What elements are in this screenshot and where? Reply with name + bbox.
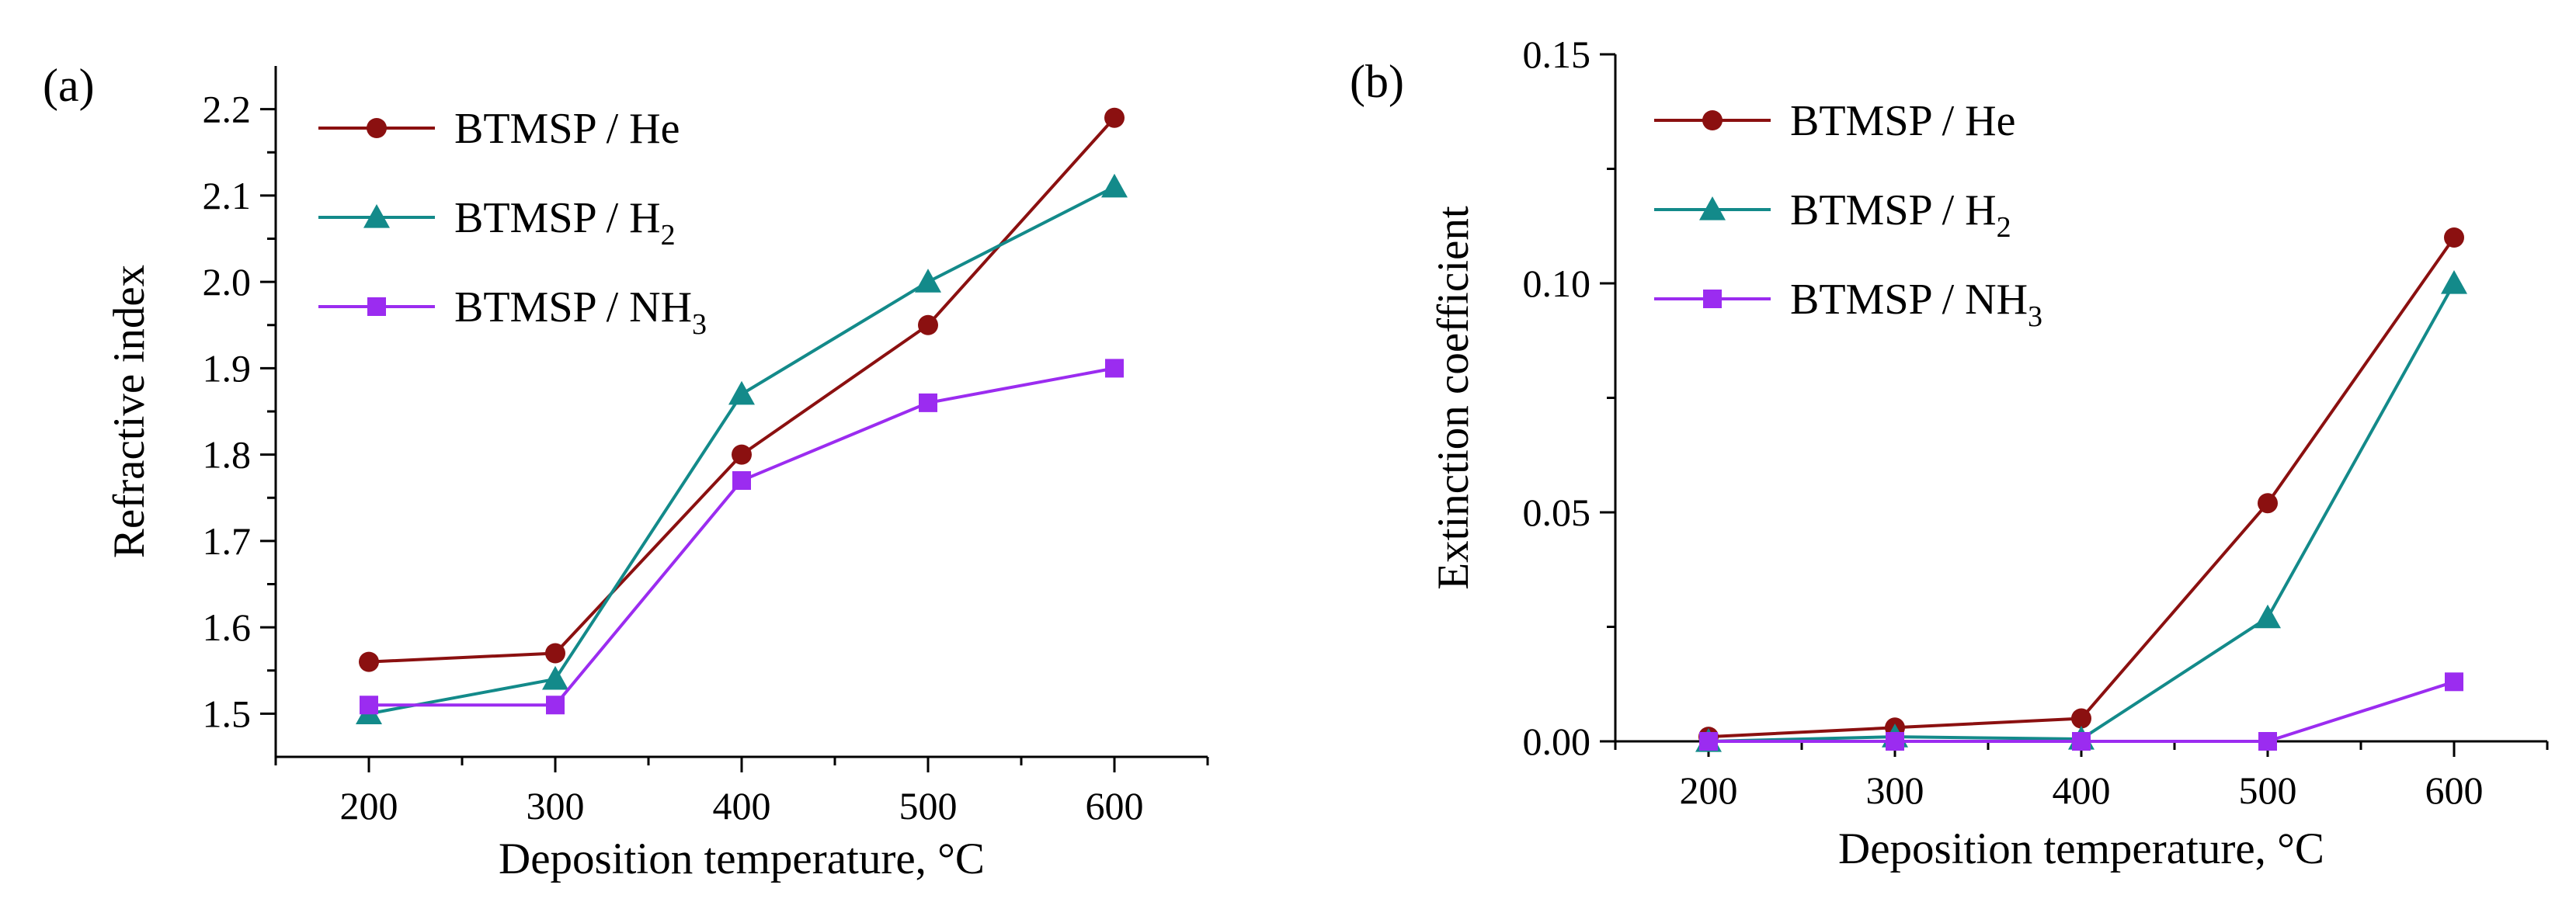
panel-b-extinction-coefficient-chart: 200 300 400 500 600 0.00 0.05 0.10 0.15 Depositio… <box>1350 33 2549 873</box>
y-tick-label: 1.8 <box>203 433 252 477</box>
series-btmsp-h2 <box>1695 270 2467 752</box>
x-axis-label: Deposition temperature, °C <box>499 834 985 883</box>
data-point <box>1101 173 1128 198</box>
data-point <box>732 444 752 465</box>
legend: BTMSP / He BTMSP / H2 BTMSP / NH3 <box>318 105 707 341</box>
legend-label-subscript: 2 <box>661 219 676 252</box>
y-tick-label: 1.9 <box>203 346 252 390</box>
data-point <box>2441 270 2467 294</box>
x-tick-label: 300 <box>1866 769 1924 812</box>
data-point <box>2254 604 2281 629</box>
legend-label-subscript: 2 <box>1997 211 2011 244</box>
legend-item: BTMSP / NH3 <box>1654 276 2042 333</box>
panel-label: (b) <box>1350 56 1404 107</box>
legend-item: BTMSP / H2 <box>318 194 676 252</box>
legend-label-subscript: 3 <box>692 308 707 341</box>
legend-item: BTMSP / H2 <box>1654 186 2011 244</box>
data-point <box>918 314 938 335</box>
series-btmsp-nh3 <box>360 359 1124 715</box>
legend-label: BTMSP / H2 <box>454 194 676 252</box>
series-line <box>369 366 1115 707</box>
x-tick-label: 300 <box>527 784 585 828</box>
legend-label: BTMSP / NH3 <box>454 283 707 341</box>
data-point <box>542 665 568 690</box>
y-tick-label: 0.10 <box>1523 262 1591 305</box>
data-point <box>2071 708 2091 729</box>
data-point <box>1105 359 1124 378</box>
x-axis-label: Deposition temperature, °C <box>1838 824 2324 873</box>
data-point <box>359 651 379 672</box>
x-tick-label: 400 <box>713 784 771 828</box>
data-point <box>2444 227 2464 248</box>
data-point <box>732 471 751 490</box>
legend-item: BTMSP / He <box>1654 97 2015 145</box>
legend: BTMSP / He BTMSP / H2 BTMSP / NH3 <box>1654 97 2042 333</box>
series-btmsp-nh3 <box>1699 672 2463 751</box>
y-axis-label: Refractive index <box>105 265 154 558</box>
x-tick-label: 500 <box>2239 769 2297 812</box>
y-axis-label: Extinction coefficient <box>1429 206 1478 590</box>
data-point <box>1104 107 1125 128</box>
data-point <box>728 380 755 405</box>
legend-label: BTMSP / He <box>454 105 680 153</box>
data-point <box>360 696 378 715</box>
x-tick-label: 200 <box>1680 769 1738 812</box>
data-point <box>545 643 565 664</box>
data-point <box>2258 732 2277 751</box>
series-btmsp-he <box>359 107 1125 672</box>
legend-swatch-marker <box>1702 110 1723 130</box>
data-point <box>919 393 937 412</box>
x-tick-label: 600 <box>2425 769 2484 812</box>
legend-label-subscript: 3 <box>2028 300 2042 333</box>
data-point <box>2258 493 2278 514</box>
panel-a-refractive-index-chart: 200 300 400 500 600 1.5 1.6 1.7 1.8 1.9 2.0 2.1 2.2 D… <box>43 60 1209 883</box>
data-point <box>2072 732 2091 751</box>
legend-label: BTMSP / He <box>1790 97 2015 145</box>
legend-swatch-marker <box>367 297 386 316</box>
data-point <box>1886 732 1904 751</box>
legend-label: BTMSP / H2 <box>1790 186 2011 244</box>
x-tick-label: 400 <box>2053 769 2111 812</box>
y-tick-label: 0.05 <box>1523 491 1591 534</box>
series-btmsp-h2 <box>356 173 1128 724</box>
y-tick-label: 0.15 <box>1523 33 1591 76</box>
x-tick-label: 500 <box>899 784 958 828</box>
x-tick-label: 600 <box>1086 784 1144 828</box>
legend-swatch-marker <box>1703 290 1722 308</box>
y-tick-label: 2.1 <box>203 174 252 217</box>
legend-swatch-marker <box>363 204 390 228</box>
legend-item: BTMSP / He <box>318 105 680 153</box>
legend-item: BTMSP / NH3 <box>318 283 707 341</box>
panel-label: (a) <box>43 60 95 111</box>
y-tick-label: 1.6 <box>203 605 252 649</box>
y-tick-label: 2.2 <box>203 88 252 131</box>
data-point <box>915 269 941 293</box>
x-tick-label: 200 <box>340 784 398 828</box>
legend-swatch-marker <box>1699 196 1726 220</box>
legend-swatch-marker <box>367 118 387 138</box>
series-line <box>1708 283 2456 743</box>
y-tick-label: 0.00 <box>1523 720 1591 763</box>
y-tick-label: 1.7 <box>203 519 252 563</box>
data-point <box>1699 732 1718 751</box>
y-tick-label: 1.5 <box>203 692 252 735</box>
legend-label: BTMSP / NH3 <box>1790 276 2042 333</box>
data-point <box>2445 672 2463 692</box>
y-tick-label: 2.0 <box>203 260 252 304</box>
data-point <box>546 696 565 715</box>
